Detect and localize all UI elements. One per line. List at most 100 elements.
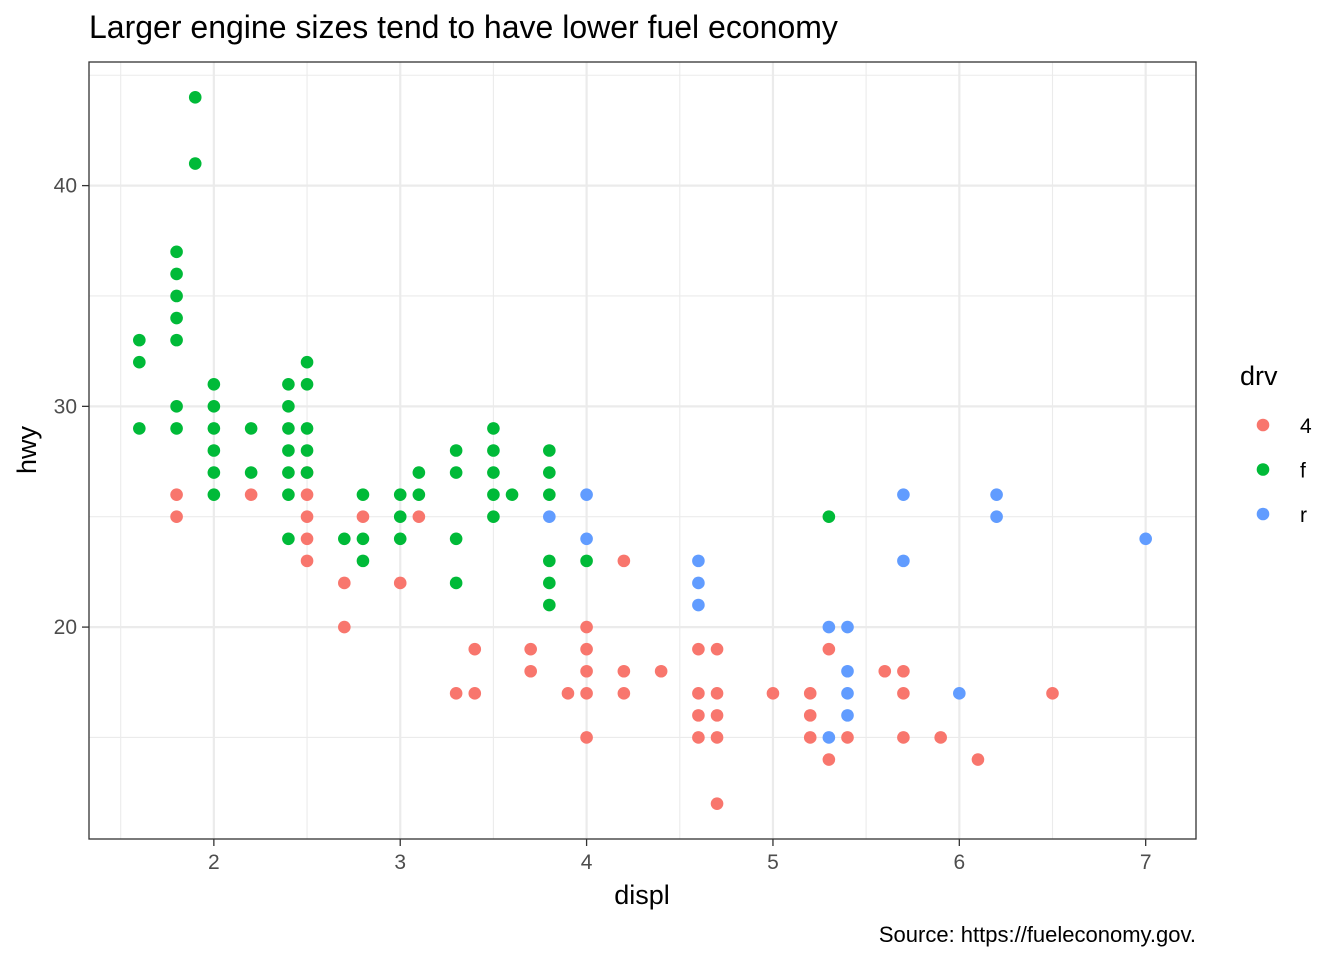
data-point <box>654 664 668 678</box>
data-point <box>300 510 314 524</box>
x-tick-label: 3 <box>394 851 406 874</box>
x-tick-label: 7 <box>1140 851 1152 874</box>
data-point <box>766 687 780 700</box>
chart-caption: Source: https://fueleconomy.gov. <box>879 922 1196 947</box>
data-point <box>207 444 221 457</box>
data-point <box>393 488 407 501</box>
data-point <box>282 532 295 546</box>
y-tick-label: 20 <box>54 616 77 639</box>
data-point <box>412 488 426 501</box>
data-point <box>543 576 556 590</box>
data-point <box>133 355 146 369</box>
data-point <box>990 488 1003 501</box>
data-point <box>878 664 892 678</box>
data-point <box>710 709 724 722</box>
data-point <box>692 687 705 700</box>
data-point <box>207 488 221 501</box>
data-point <box>170 400 183 413</box>
data-point <box>841 709 854 722</box>
data-point <box>990 510 1003 524</box>
data-point <box>300 532 314 546</box>
data-point <box>803 709 817 722</box>
data-point <box>543 510 556 524</box>
data-point <box>188 157 202 170</box>
data-point <box>300 466 314 479</box>
data-point <box>338 576 351 590</box>
data-point <box>487 466 500 479</box>
data-point <box>580 554 593 568</box>
series-r <box>543 488 1152 744</box>
data-point <box>971 753 985 766</box>
data-point <box>580 731 593 744</box>
data-point <box>897 664 910 678</box>
data-point <box>207 377 221 391</box>
data-point <box>1046 687 1059 700</box>
data-point <box>170 267 183 281</box>
data-point <box>244 422 258 435</box>
data-point <box>692 642 705 656</box>
data-point <box>692 731 705 744</box>
data-point <box>356 488 370 501</box>
data-point <box>170 311 183 325</box>
data-point <box>207 400 221 413</box>
series-f <box>133 91 836 612</box>
data-point <box>133 333 146 347</box>
data-point <box>543 444 556 457</box>
data-point <box>170 245 183 259</box>
data-point <box>897 554 910 568</box>
x-axis: 2 3 4 5 6 7 <box>208 839 1152 874</box>
data-point <box>282 400 295 413</box>
data-point <box>449 466 463 479</box>
legend-title: drv <box>1240 361 1278 391</box>
data-point <box>468 687 482 700</box>
x-tick-label: 4 <box>581 851 593 874</box>
points-layer <box>133 91 1152 810</box>
legend-label-f: f <box>1300 460 1306 483</box>
data-point <box>300 422 314 435</box>
data-point <box>412 466 426 479</box>
data-point <box>487 488 500 501</box>
data-point <box>710 797 724 810</box>
data-point <box>207 466 221 479</box>
data-point <box>897 687 910 700</box>
data-point <box>841 687 854 700</box>
legend: drv 4 fr <box>1240 361 1312 527</box>
data-point <box>300 355 314 369</box>
data-point <box>617 687 631 700</box>
data-point <box>393 532 407 546</box>
data-point <box>244 488 258 501</box>
legend-key-r <box>1256 507 1270 521</box>
data-point <box>841 620 854 634</box>
data-point <box>561 687 575 700</box>
data-point <box>487 422 500 435</box>
data-point <box>822 510 836 524</box>
data-point <box>710 731 724 744</box>
data-point <box>822 731 836 744</box>
data-point <box>412 510 426 524</box>
plot-panel <box>89 62 1196 839</box>
data-point <box>524 642 537 656</box>
data-point <box>934 731 947 744</box>
data-point <box>803 687 817 700</box>
data-point <box>393 510 407 524</box>
data-point <box>356 510 370 524</box>
legend-label-r: r <box>1300 504 1307 527</box>
data-point <box>300 444 314 457</box>
data-point <box>338 620 351 634</box>
data-point <box>692 598 705 612</box>
data-point <box>133 422 146 435</box>
data-point <box>170 488 183 501</box>
data-point <box>580 532 593 546</box>
data-point <box>710 642 724 656</box>
legend-label-4: 4 <box>1300 415 1312 438</box>
data-point <box>543 466 556 479</box>
data-point <box>822 642 836 656</box>
data-point <box>487 510 500 524</box>
data-point <box>822 753 836 766</box>
data-point <box>692 554 705 568</box>
data-point <box>841 664 854 678</box>
data-point <box>822 620 836 634</box>
data-point <box>692 576 705 590</box>
